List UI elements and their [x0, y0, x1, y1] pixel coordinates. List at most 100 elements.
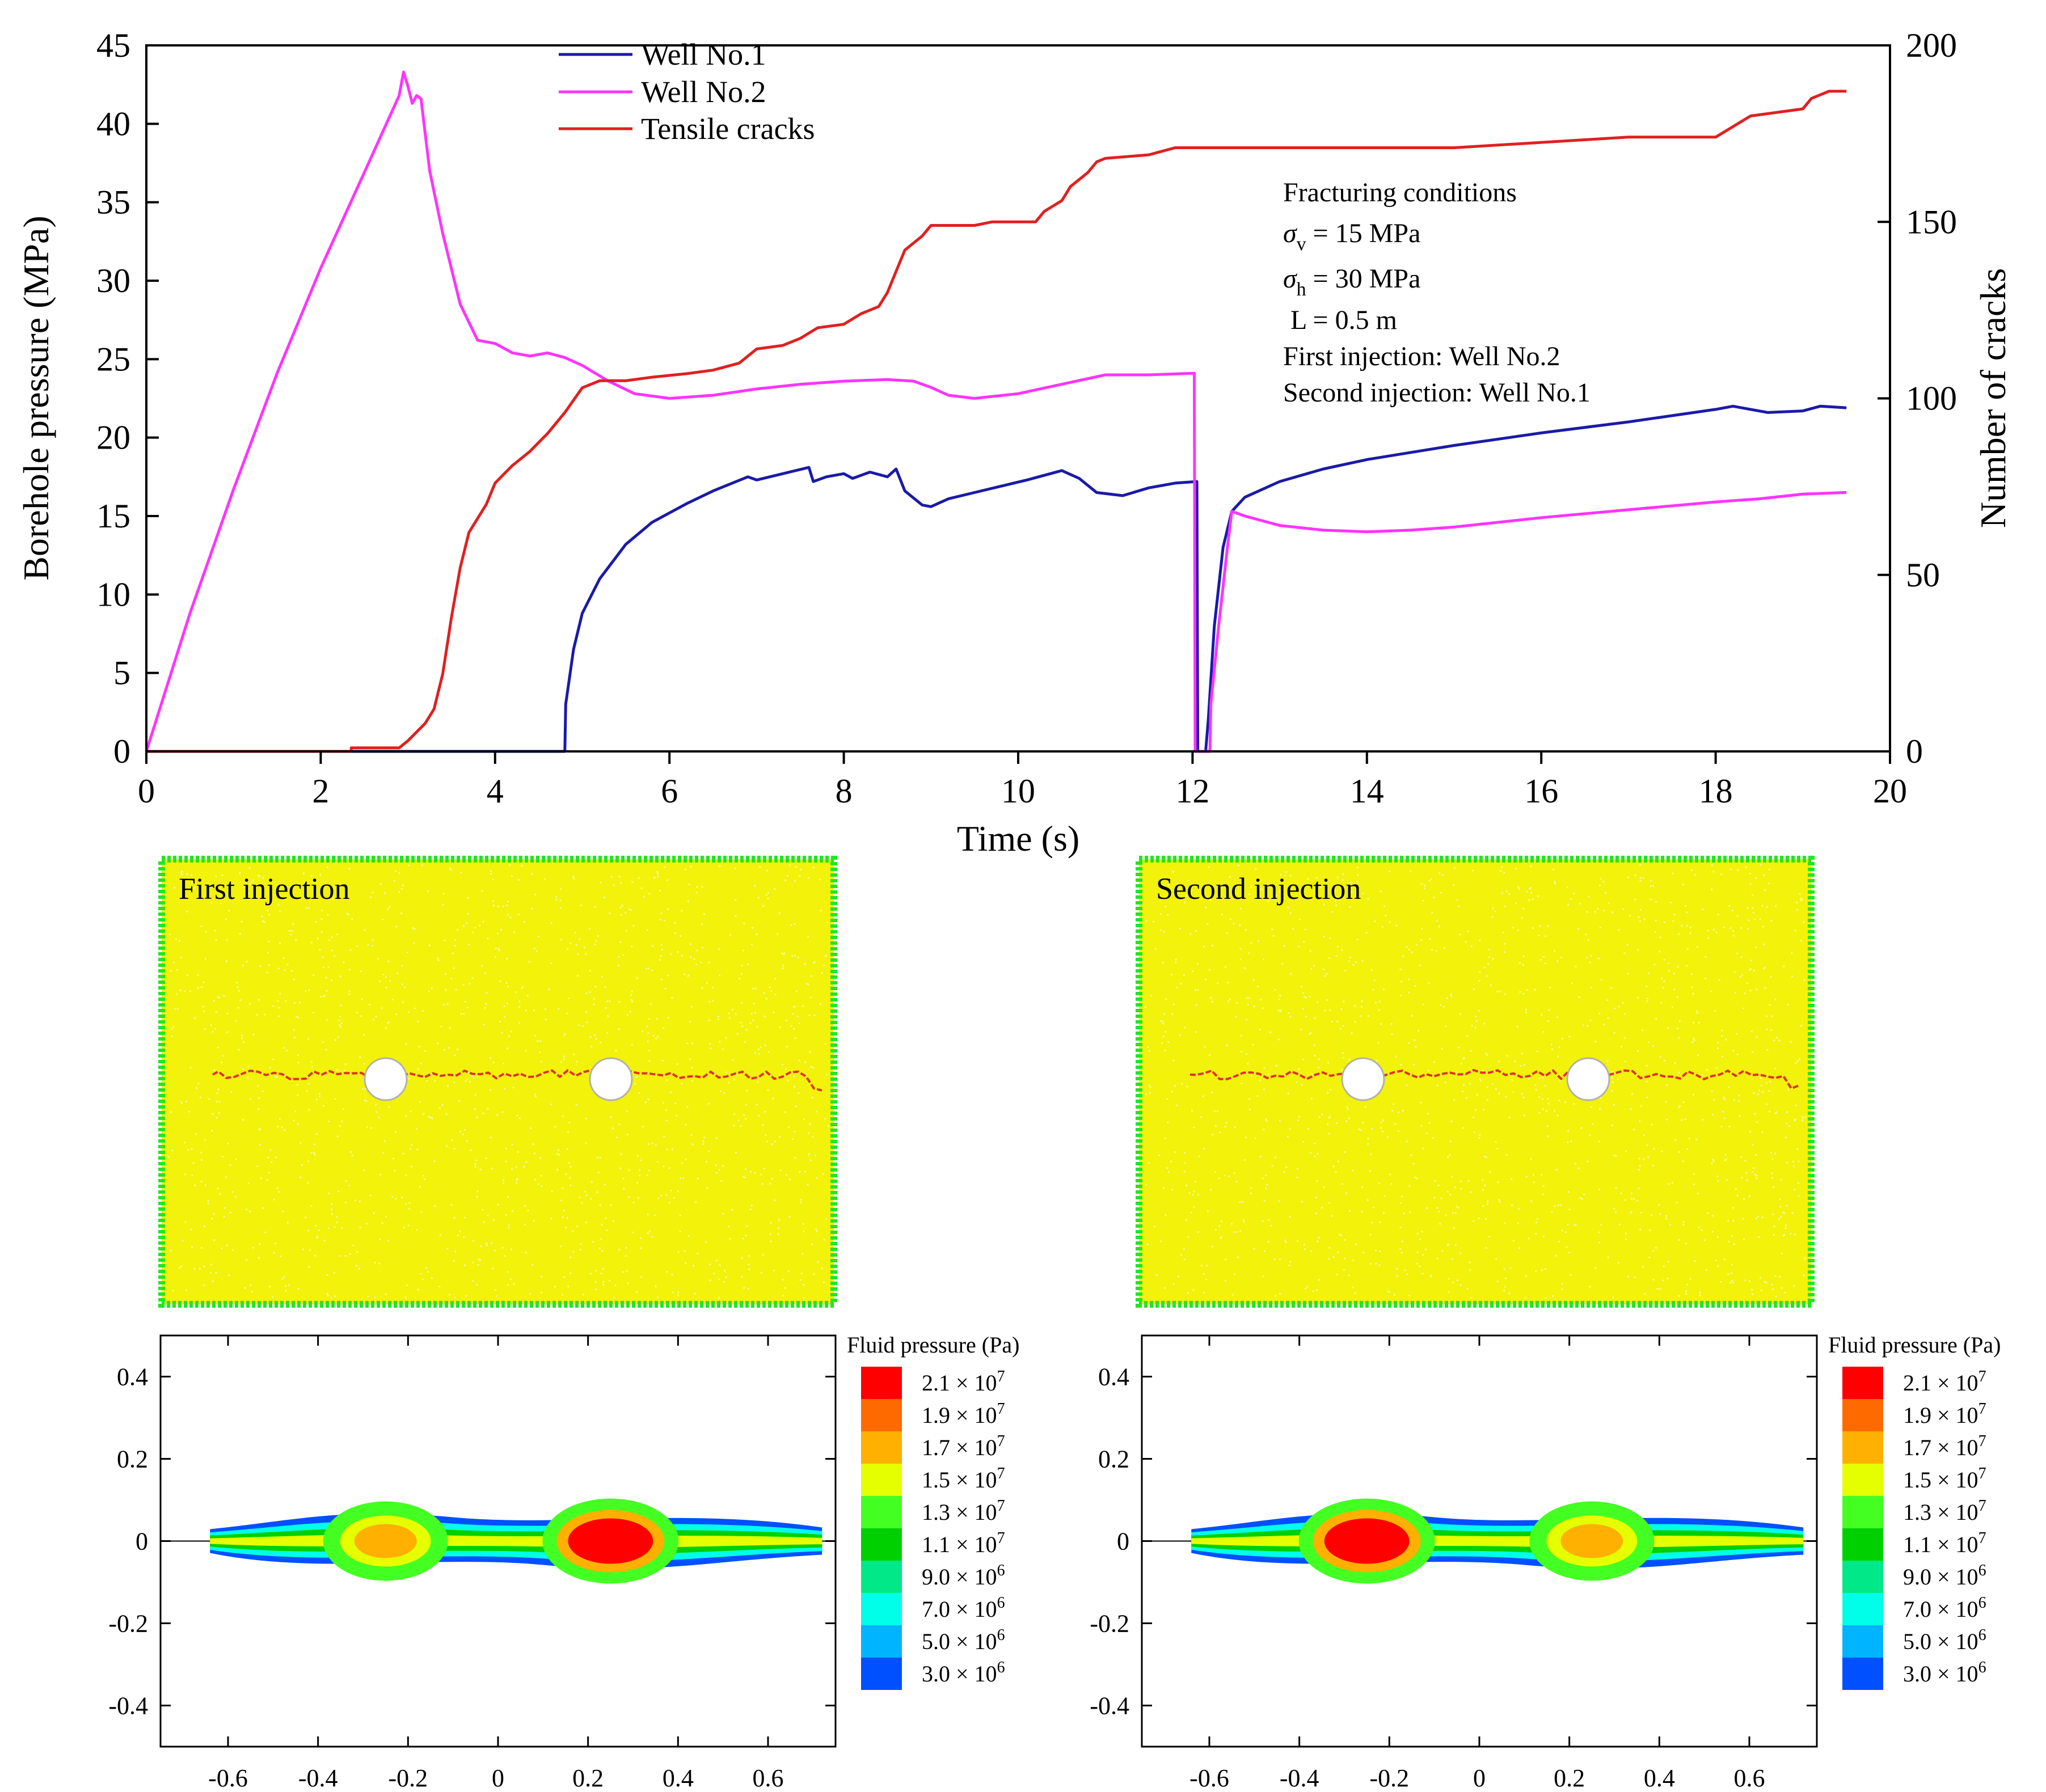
y2-tick-label: 50: [1906, 556, 1940, 594]
y2-tick-label: 100: [1906, 380, 1957, 417]
colorbar-label: 1.5 × 107: [922, 1465, 1005, 1493]
borehole-right: [589, 1057, 633, 1101]
legend-label-cracks: Tensile cracks: [641, 112, 815, 146]
chart-series-group: [145, 70, 1847, 753]
rock-specimen: [158, 856, 837, 1308]
colorbar-swatch: [861, 1399, 902, 1431]
x-tick-label: 0.2: [572, 1764, 604, 1792]
colorbar-label: 1.1 × 107: [1903, 1529, 1986, 1557]
y-tick-label: -0.4: [1090, 1692, 1129, 1720]
colorbar-swatch: [1842, 1464, 1883, 1496]
legend-label-well1: Well No.1: [641, 37, 766, 71]
contour-band-core: [210, 1535, 822, 1548]
particle-texture: [1145, 864, 1806, 1299]
legend: Well No.1 Well No.2 Tensile cracks: [559, 37, 815, 146]
colorbar-swatch: [861, 1528, 902, 1561]
chart-axes: 0 2 4 6 8 10 12 14 16 18 2005101520253035404505010…: [96, 27, 1957, 810]
x-tick-label: -0.2: [389, 1764, 428, 1792]
y-tick-label: 35: [96, 184, 130, 221]
x-tick-label: 18: [1699, 772, 1733, 810]
y-tick-label: 40: [96, 105, 130, 142]
y-tick-label: 0: [1117, 1528, 1129, 1556]
contour-panels: -0.6 -0.4 -0.2 0 0.2 0.4 0.6 0.4 0.2 0 -0.2 -0.4 Flu…: [108, 1332, 2001, 1792]
colorbar-title: Fluid pressure (Pa): [1828, 1332, 2001, 1358]
colorbar-title: Fluid pressure (Pa): [847, 1332, 1019, 1358]
y-tick-label: 25: [96, 340, 130, 378]
colorbar-label: 3.0 × 106: [922, 1659, 1005, 1687]
y-tick-label: 10: [96, 576, 130, 613]
colorbar-label: 1.9 × 107: [1903, 1400, 1986, 1428]
y-tick-label: -0.4: [108, 1692, 148, 1720]
colorbar-swatch: [1842, 1593, 1883, 1625]
colorbar-label: 7.0 × 106: [1903, 1594, 1986, 1622]
colorbar-swatch: [861, 1464, 902, 1496]
colorbar-label: 7.0 × 106: [922, 1594, 1005, 1622]
x-tick-label: 0.6: [753, 1764, 784, 1792]
x-axis-label: Time (s): [957, 818, 1079, 859]
contour-band-core: [1191, 1535, 1804, 1548]
legend-label-well2: Well No.2: [641, 75, 766, 109]
x-tick-label: -0.6: [1189, 1764, 1229, 1792]
colorbar-swatch: [1842, 1496, 1883, 1528]
y-tick-label: 45: [96, 27, 130, 64]
conditions-title: Fracturing conditions: [1283, 177, 1517, 208]
x-tick-label: 14: [1350, 772, 1384, 810]
y-tick-label: 0.2: [1098, 1446, 1129, 1473]
y2-tick-label: 200: [1906, 27, 1957, 64]
plot-frame: [145, 44, 1891, 753]
panel-title: First injection: [179, 872, 349, 906]
colorbar-label: 5.0 × 106: [1903, 1626, 1986, 1654]
condition-sigma-v: σv = 15 MPa: [1283, 218, 1420, 255]
x-tick-label: -0.4: [298, 1764, 338, 1792]
borehole-left: [364, 1057, 408, 1101]
colorbar-label: 1.3 × 107: [922, 1497, 1005, 1525]
contour-panel-first: -0.6 -0.4 -0.2 0 0.2 0.4 0.6 0.4 0.2 0 -0.2 -0.4 Flu…: [108, 1332, 1019, 1792]
y-tick-label: -0.2: [1090, 1610, 1129, 1638]
colorbar-swatch: [1842, 1367, 1883, 1399]
pressure-spot-hot: [568, 1518, 653, 1564]
contour-panel-second: -0.6 -0.4 -0.2 0 0.2 0.4 0.6 0.4 0.2 0 -0.2 -0.4 Flu…: [1090, 1332, 2001, 1792]
y-tick-label: 0.4: [1098, 1363, 1129, 1391]
colorbar-swatch: [1842, 1399, 1883, 1431]
colorbar-swatch: [1842, 1431, 1883, 1464]
colorbar-swatch: [1842, 1658, 1883, 1690]
condition-length: L = 0.5 m: [1290, 305, 1397, 335]
x-tick-label: -0.6: [208, 1764, 248, 1792]
series-line-well-no-1: [347, 404, 1847, 753]
panel-title: Second injection: [1156, 872, 1361, 906]
x-tick-label: 16: [1524, 772, 1558, 810]
colorbar-label: 5.0 × 106: [922, 1626, 1005, 1654]
x-tick-label: 0: [1473, 1764, 1486, 1792]
colorbar-label: 3.0 × 106: [1903, 1659, 1986, 1687]
condition-second-injection: Second injection: Well No.1: [1283, 378, 1591, 408]
x-tick-label: 12: [1175, 772, 1209, 810]
colorbar-label: 1.5 × 107: [1903, 1465, 1986, 1493]
y2-axis-label: Number of cracks: [1973, 268, 2013, 528]
series-line-well-no-2: [145, 70, 1847, 753]
colorbar-label: 2.1 × 107: [1903, 1368, 1986, 1396]
fracture-path: [212, 1068, 822, 1092]
series-line-tensile-cracks: [146, 90, 1847, 753]
colorbar-label: 9.0 × 106: [922, 1562, 1005, 1590]
y-tick-label: 0: [113, 733, 130, 770]
x-tick-label: 0: [492, 1764, 504, 1792]
colorbar-swatch: [861, 1561, 902, 1593]
colorbar-swatch: [1842, 1625, 1883, 1658]
pressure-cracks-chart: 0 2 4 6 8 10 12 14 16 18 2005101520253035404505010…: [16, 27, 2013, 859]
y2-tick-label: 0: [1906, 733, 1923, 770]
simulation-panel-first: First injection: [158, 856, 837, 1308]
borehole-left: [1341, 1057, 1385, 1101]
x-tick-label: 10: [1001, 772, 1035, 810]
x-tick-label: 0: [138, 772, 155, 810]
y-tick-label: 20: [96, 419, 130, 457]
pressure-spot-warm: [1560, 1524, 1623, 1558]
colorbar-label: 1.9 × 107: [922, 1400, 1005, 1428]
x-tick-label: 0.2: [1554, 1764, 1585, 1792]
pressure-spot-hot: [1324, 1518, 1410, 1564]
y-tick-label: 5: [113, 654, 130, 692]
colorbar-swatch: [861, 1431, 902, 1464]
x-tick-label: 2: [312, 772, 329, 810]
colorbar-label: 2.1 × 107: [922, 1368, 1005, 1396]
fracture-path: [1189, 1068, 1800, 1090]
x-tick-label: 4: [487, 772, 504, 810]
